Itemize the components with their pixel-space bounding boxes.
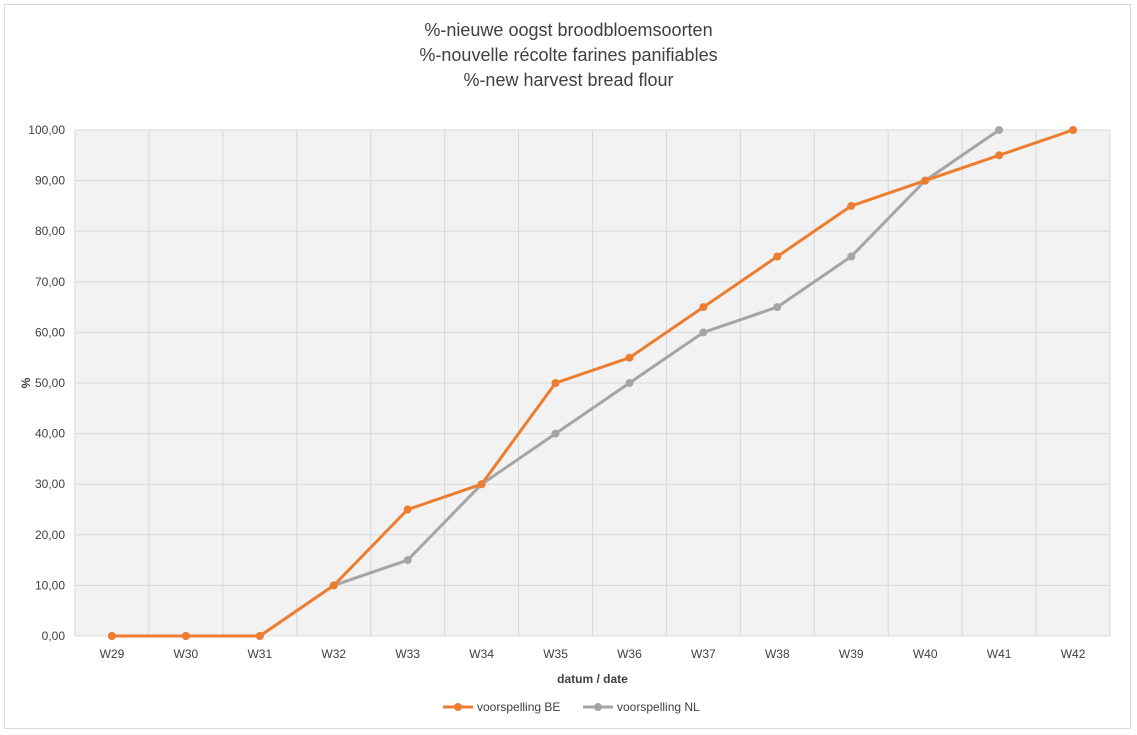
x-tick-label: W36 (617, 647, 642, 661)
data-point (403, 556, 412, 565)
x-tick-label: W39 (839, 647, 864, 661)
legend-entry: voorspelling BE (443, 700, 560, 714)
legend-entry: voorspelling NL (583, 700, 700, 714)
data-point (403, 505, 412, 514)
legend-label: voorspelling NL (617, 700, 700, 714)
y-axis-ticks: 0,00 10,00 20,00 30,00 40,00 50,00 60,00 70,00 8… (28, 123, 65, 643)
data-point (625, 353, 634, 362)
x-tick-label: W38 (765, 647, 790, 661)
data-point (773, 252, 782, 261)
x-tick-label: W29 (100, 647, 125, 661)
x-tick-label: W33 (395, 647, 420, 661)
y-tick-label: 50,00 (35, 376, 65, 390)
y-tick-label: 10,00 (35, 578, 65, 592)
y-tick-label: 20,00 (35, 528, 65, 542)
data-point (847, 201, 856, 210)
data-point (995, 126, 1004, 134)
y-tick-label: 80,00 (35, 224, 65, 238)
chart-title-line-fr: %-nouvelle récolte farines panifiables (419, 45, 718, 65)
chart-title-line-en: %-new harvest bread flour (463, 70, 674, 90)
y-axis-title: % (19, 377, 33, 388)
data-point (625, 379, 634, 387)
x-tick-label: W32 (321, 647, 346, 661)
data-point (1069, 126, 1078, 134)
y-tick-label: 40,00 (35, 427, 65, 441)
legend-label: voorspelling BE (477, 700, 560, 714)
legend: voorspelling BE voorspelling NL (443, 700, 700, 714)
y-tick-label: 0,00 (42, 629, 66, 643)
x-tick-label: W41 (987, 647, 1012, 661)
x-tick-label: W40 (913, 647, 938, 661)
y-tick-label: 70,00 (35, 275, 65, 289)
chart-title-line-nl: %-nieuwe oogst broodbloemsoorten (424, 20, 713, 40)
x-tick-label: W37 (691, 647, 716, 661)
data-point (107, 632, 116, 640)
data-point (847, 252, 856, 261)
data-point (773, 303, 782, 312)
x-axis-ticks: W29 W30 W31 W32 W33 W34 W35 W36 W37 W38 W39 W40 W41 W… (100, 647, 1086, 661)
series-line (111, 128, 1074, 638)
y-tick-label: 30,00 (35, 477, 65, 491)
x-tick-label: W42 (1061, 647, 1086, 661)
legend-marker (454, 703, 462, 711)
data-point (699, 303, 708, 312)
series (107, 126, 1078, 640)
data-point (921, 176, 930, 185)
data-point (181, 632, 190, 640)
data-point (477, 480, 486, 489)
data-point (995, 151, 1004, 160)
data-point (551, 379, 560, 387)
data-point (699, 328, 708, 337)
data-point (551, 429, 560, 438)
y-tick-label: 100,00 (28, 123, 65, 137)
series-layer (107, 126, 1078, 640)
data-point (255, 632, 264, 640)
x-tick-label: W34 (469, 647, 494, 661)
x-axis-title: datum / date (557, 672, 628, 686)
chart-title: %-nieuwe oogst broodbloemsoorten %-nouve… (0, 18, 1137, 93)
data-point (329, 581, 338, 590)
x-tick-label: W30 (174, 647, 199, 661)
legend-marker (594, 703, 602, 711)
y-tick-label: 60,00 (35, 325, 65, 339)
y-tick-label: 90,00 (35, 174, 65, 188)
x-tick-label: W35 (543, 647, 568, 661)
x-tick-label: W31 (247, 647, 272, 661)
